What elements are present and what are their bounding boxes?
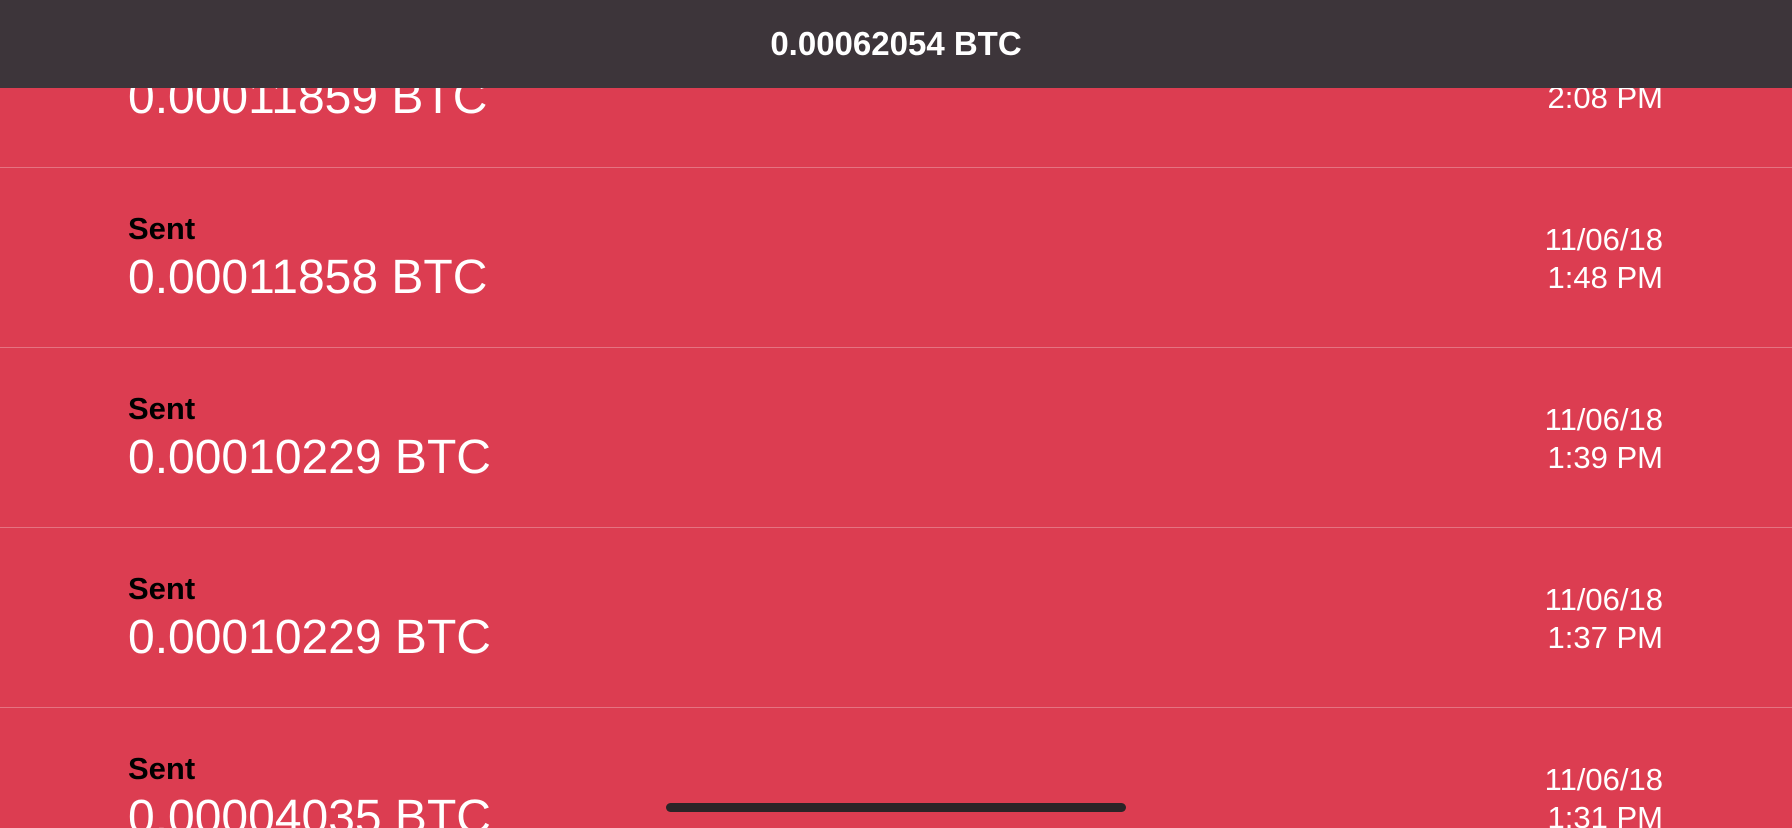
transaction-date: 11/06/18: [1544, 402, 1663, 437]
home-indicator: [666, 803, 1126, 812]
transaction-time: 1:37 PM: [1547, 620, 1663, 655]
transaction-type: Sent: [128, 571, 196, 606]
transaction-time: 1:39 PM: [1547, 440, 1663, 475]
transaction-amount: 0.00010229 BTC: [128, 611, 491, 664]
transaction-date: 11/06/18: [1544, 222, 1663, 257]
transaction-time: 1:48 PM: [1547, 260, 1663, 295]
transaction-amount: 0.00011858 BTC: [128, 251, 488, 304]
transaction-row[interactable]: Sent 0.00010229 BTC 11/06/18 1:39 PM: [0, 348, 1792, 528]
transaction-time: 1:31 PM: [1547, 800, 1663, 828]
transaction-type: Sent: [128, 391, 196, 426]
header: 0.00062054 BTC: [0, 0, 1792, 88]
transaction-amount: 0.00004035 BTC: [128, 791, 491, 828]
header-title: 0.00062054 BTC: [770, 25, 1022, 62]
transaction-row[interactable]: Sent 0.00004035 BTC 11/06/18 1:31 PM: [0, 708, 1792, 828]
transaction-date: 11/06/18: [1544, 582, 1663, 617]
transaction-type: Sent: [128, 211, 196, 246]
transaction-type: Sent: [128, 751, 196, 786]
transaction-date: 11/06/18: [1544, 762, 1663, 797]
transaction-row[interactable]: Sent 0.00011858 BTC 11/06/18 1:48 PM: [0, 168, 1792, 348]
transaction-amount: 0.00010229 BTC: [128, 431, 491, 484]
transaction-row[interactable]: Sent 0.00010229 BTC 11/06/18 1:37 PM: [0, 528, 1792, 708]
